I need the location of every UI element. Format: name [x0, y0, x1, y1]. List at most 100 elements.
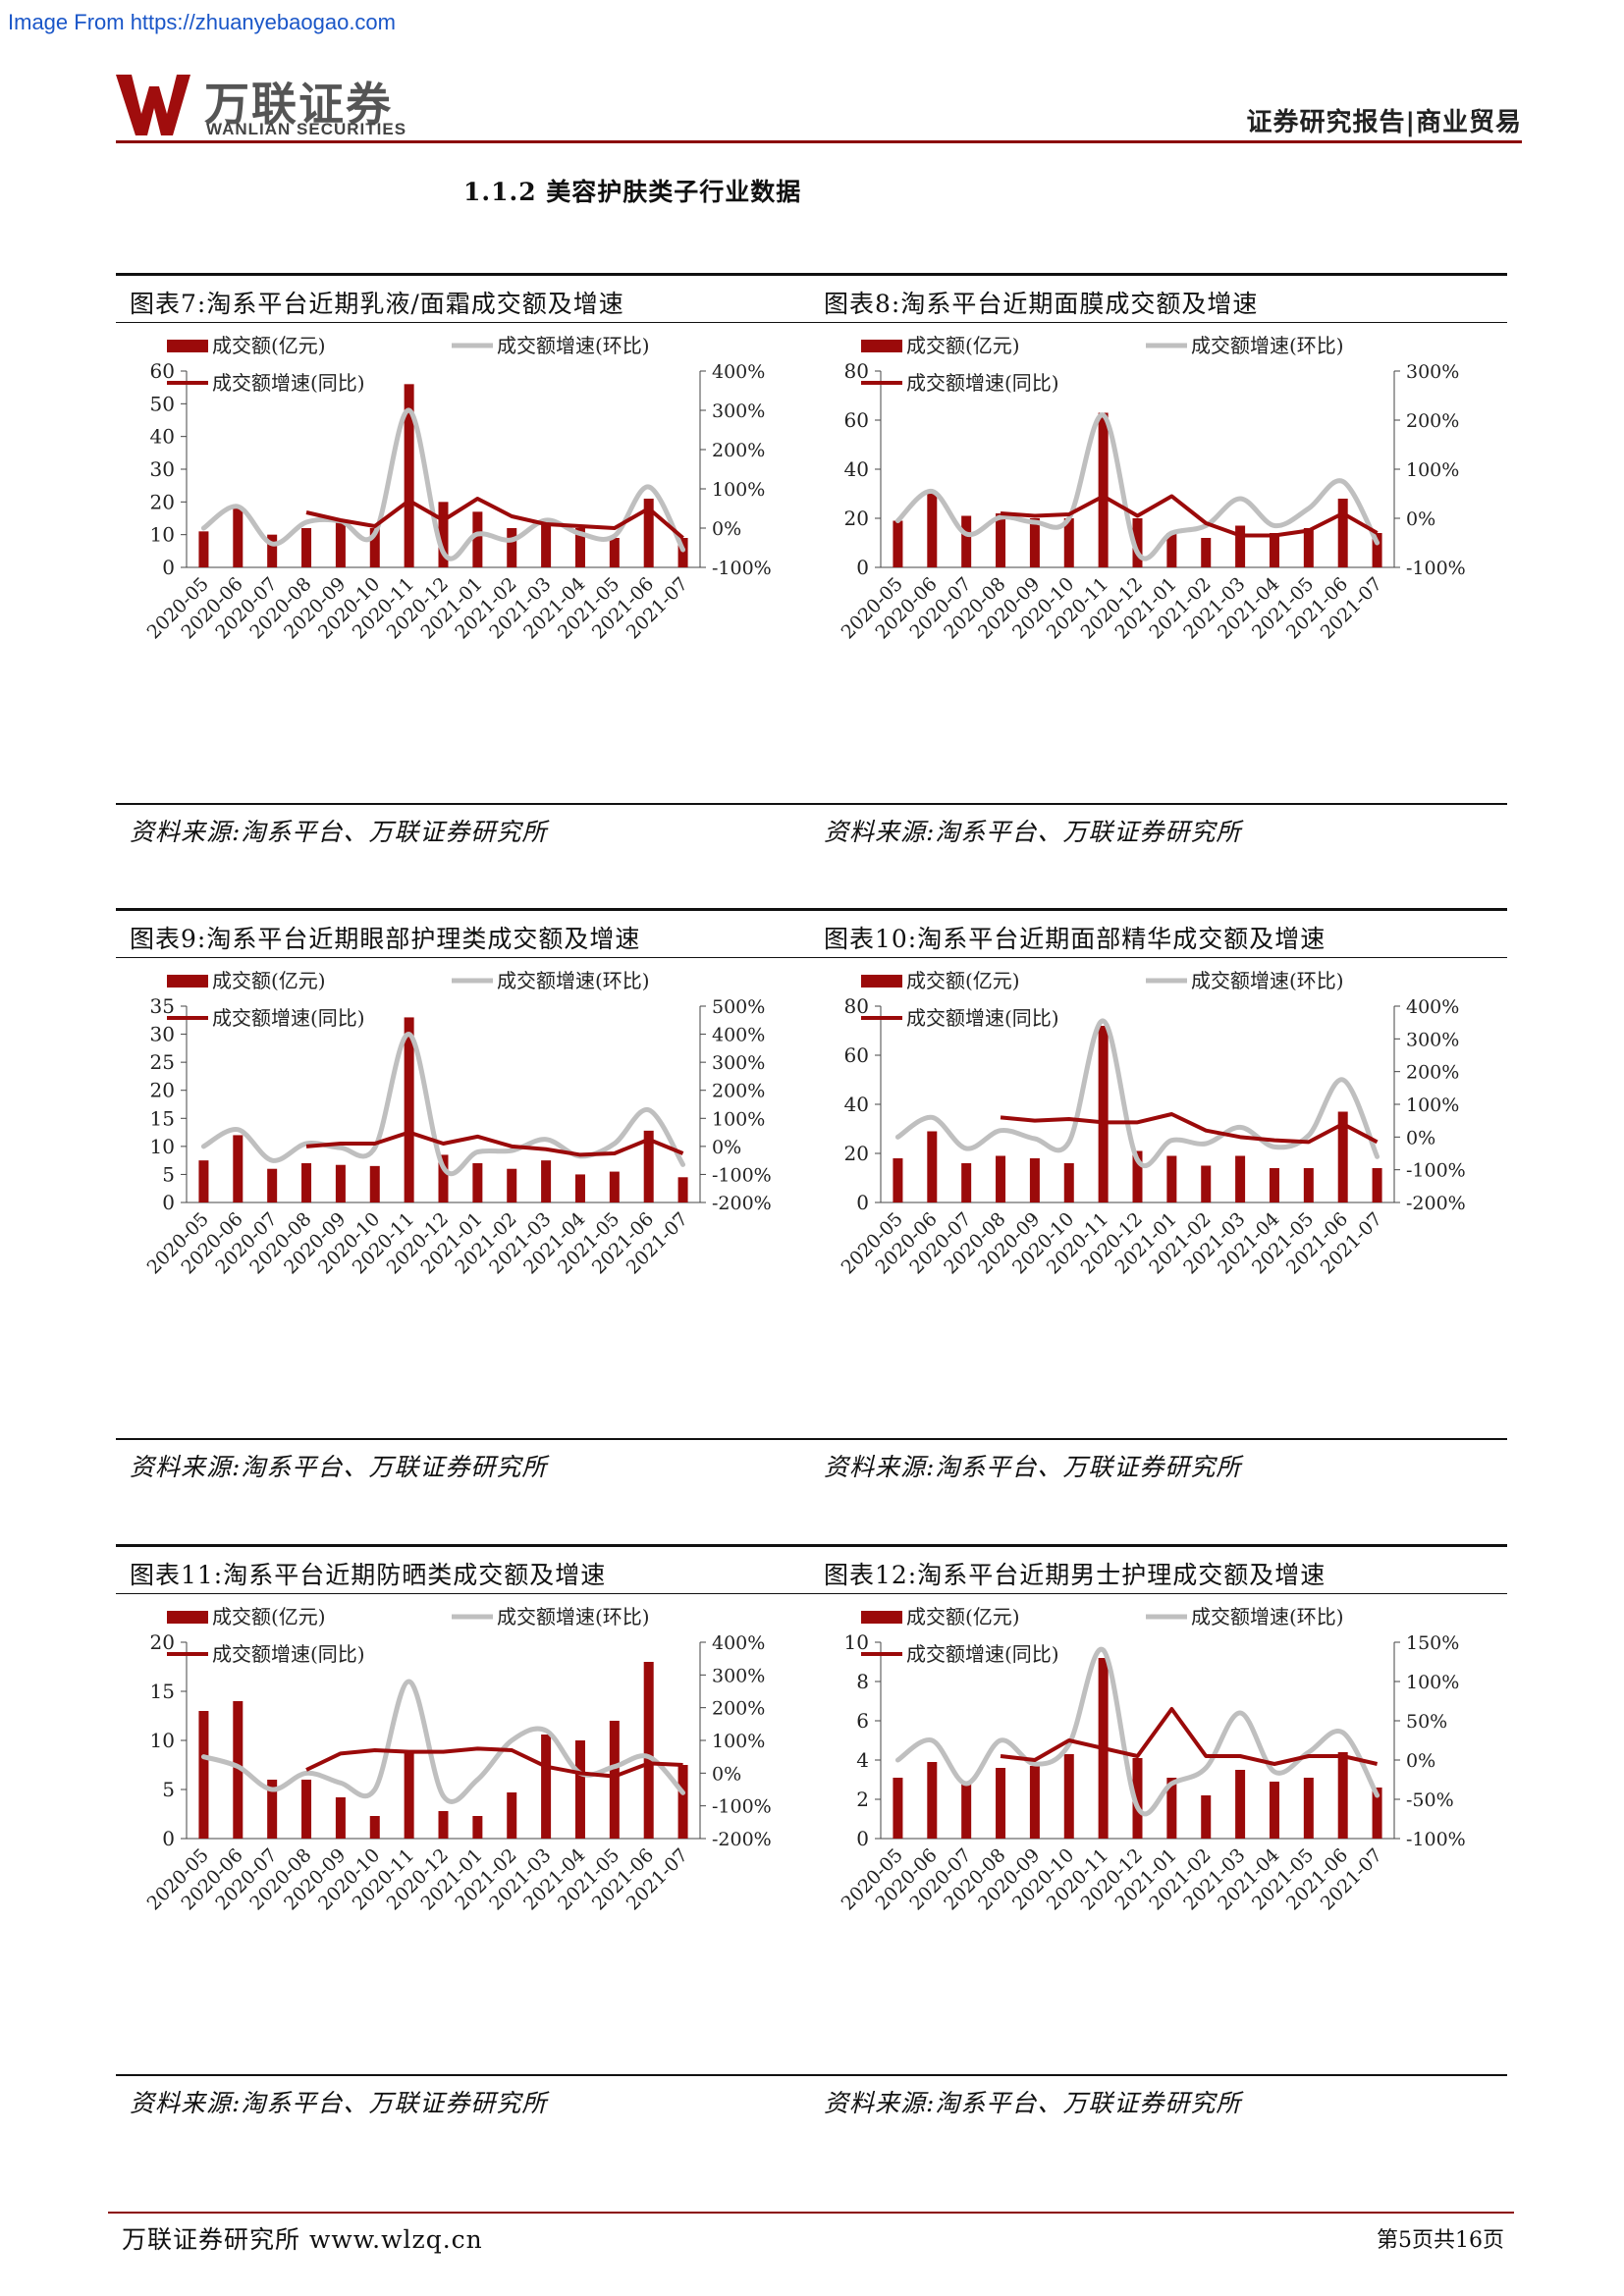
- legend-swatch-bar: [167, 975, 208, 988]
- bar: [335, 1797, 346, 1839]
- bar: [198, 531, 209, 567]
- bar: [1166, 533, 1177, 567]
- bar: [1235, 525, 1246, 567]
- bar: [267, 1168, 278, 1202]
- panel-bottom-rule: [810, 2074, 1507, 2076]
- left-tick-label: 0: [856, 556, 869, 579]
- bar: [1235, 1770, 1246, 1839]
- bar: [643, 1662, 654, 1839]
- right-tick-label: -100%: [712, 558, 772, 579]
- right-tick-label: 100%: [712, 479, 765, 501]
- bar: [927, 494, 938, 567]
- chart-svg: 020406080-100%0%100%200%300%2020-052020-…: [838, 334, 1466, 643]
- left-tick-label: 25: [150, 1050, 175, 1074]
- bar: [1303, 1168, 1314, 1202]
- right-tick-label: 400%: [712, 1632, 765, 1654]
- right-tick-label: 0%: [1406, 1127, 1435, 1148]
- wanlian-logo-icon: [116, 75, 190, 135]
- right-tick-label: 300%: [712, 1052, 765, 1074]
- right-tick-label: 100%: [1406, 1095, 1459, 1116]
- panel-bottom-rule: [810, 803, 1507, 805]
- right-tick-label: -100%: [712, 1796, 772, 1818]
- bar: [1235, 1155, 1246, 1202]
- bar: [961, 515, 972, 567]
- right-tick-label: 0%: [712, 1137, 741, 1158]
- chart-source: 资料来源:淘系平台、万联证券研究所: [824, 2089, 1242, 2117]
- bar: [1063, 1754, 1074, 1839]
- footer-org: 万联证券研究所 www.wlzq.cn: [122, 2225, 483, 2254]
- legend: 成交额(亿元) 成交额增速(环比) 成交额增速(同比): [167, 1605, 650, 1666]
- right-tick-label: -200%: [712, 1829, 772, 1850]
- bar: [1337, 1752, 1348, 1839]
- left-tick-label: 20: [150, 1079, 175, 1102]
- chart-panel-3: 图表9:淘系平台近期眼部护理类成交额及增速 0 5 10 15 20 25 30 35 -200…: [116, 908, 813, 1497]
- bar: [643, 499, 654, 567]
- legend-label-bar: 成交额(亿元): [906, 969, 1020, 992]
- left-tick-label: 4: [856, 1748, 869, 1772]
- chart-source: 资料来源:淘系平台、万联证券研究所: [130, 1453, 548, 1481]
- right-tick-label: 200%: [712, 1081, 765, 1102]
- chart-source: 资料来源:淘系平台、万联证券研究所: [824, 1453, 1242, 1481]
- left-tick-label: 0: [856, 1827, 869, 1850]
- legend-label-yoy: 成交额增速(同比): [906, 371, 1059, 395]
- bar: [961, 1163, 972, 1202]
- series-line-yoy: [1000, 1112, 1379, 1145]
- legend: 成交额(亿元) 成交额增速(环比) 成交额增速(同比): [167, 334, 650, 395]
- bar: [609, 1171, 620, 1202]
- bar: [996, 513, 1006, 567]
- left-tick-label: 20: [844, 1142, 869, 1165]
- left-tick-label: 10: [844, 1630, 869, 1654]
- right-tick-label: 0%: [1406, 1750, 1435, 1772]
- watermark-text: Image From https://zhuanyebaogao.com: [8, 10, 396, 34]
- bar: [574, 1174, 585, 1202]
- left-tick-label: 15: [150, 1106, 175, 1130]
- right-tick-label: -100%: [1406, 1829, 1466, 1850]
- chart-panel-5: 图表11:淘系平台近期防晒类成交额及增速 0 5 10 15 20 -200% -100% 0…: [116, 1544, 813, 2133]
- bar: [301, 1163, 312, 1202]
- series-line-mom: [894, 412, 1380, 561]
- bar: [1303, 528, 1314, 567]
- bar: [541, 521, 552, 567]
- legend-label-mom: 成交额增速(环比): [1191, 1605, 1344, 1629]
- bar: [609, 538, 620, 567]
- right-tick-label: 100%: [1406, 459, 1459, 481]
- left-tick-label: 40: [844, 1093, 869, 1116]
- right-tick-label: 400%: [1406, 996, 1459, 1018]
- bar: [677, 1765, 688, 1839]
- bar: [1063, 518, 1074, 567]
- chart-title: 图表12:淘系平台近期男士护理成交额及增速: [824, 1561, 1326, 1589]
- footer-divider: [108, 2212, 1514, 2214]
- bar: [1029, 1766, 1040, 1839]
- right-tick-label: 100%: [1406, 1672, 1459, 1693]
- bar: [1166, 1778, 1177, 1839]
- left-tick-label: 0: [162, 1191, 175, 1214]
- left-tick-label: 0: [162, 1827, 175, 1850]
- left-tick-label: 6: [856, 1709, 869, 1733]
- series-line-mom: [200, 1032, 686, 1177]
- right-tick-label: 0%: [1406, 508, 1435, 530]
- left-tick-label: 40: [844, 457, 869, 481]
- chart-title: 图表11:淘系平台近期防晒类成交额及增速: [130, 1561, 607, 1589]
- bar: [996, 1155, 1006, 1202]
- bar: [267, 534, 278, 567]
- bar: [893, 520, 903, 567]
- chart-source: 资料来源:淘系平台、万联证券研究所: [130, 2089, 548, 2117]
- bar: [404, 1750, 414, 1839]
- legend-label-mom: 成交额增速(环比): [497, 969, 650, 992]
- bar: [1201, 1795, 1212, 1839]
- bar: [472, 1163, 483, 1202]
- bar: [677, 1177, 688, 1202]
- chart-source: 资料来源:淘系平台、万联证券研究所: [130, 818, 548, 846]
- right-tick-label: 300%: [712, 400, 765, 422]
- panel-top-rule: [810, 273, 1507, 276]
- bar: [438, 502, 449, 567]
- page-number: 第5页共16页: [1377, 2228, 1504, 2253]
- legend-label-bar: 成交额(亿元): [212, 1605, 326, 1629]
- legend-label-mom: 成交额增速(环比): [1191, 969, 1344, 992]
- bar: [507, 1792, 517, 1839]
- right-tick-label: -200%: [712, 1193, 772, 1214]
- chart-svg: 05101520-200%-100%0%100%200%300%400%2020…: [143, 1605, 772, 1914]
- panel-bottom-rule: [116, 2074, 813, 2076]
- bar: [1201, 1165, 1212, 1202]
- left-tick-label: 80: [844, 359, 869, 383]
